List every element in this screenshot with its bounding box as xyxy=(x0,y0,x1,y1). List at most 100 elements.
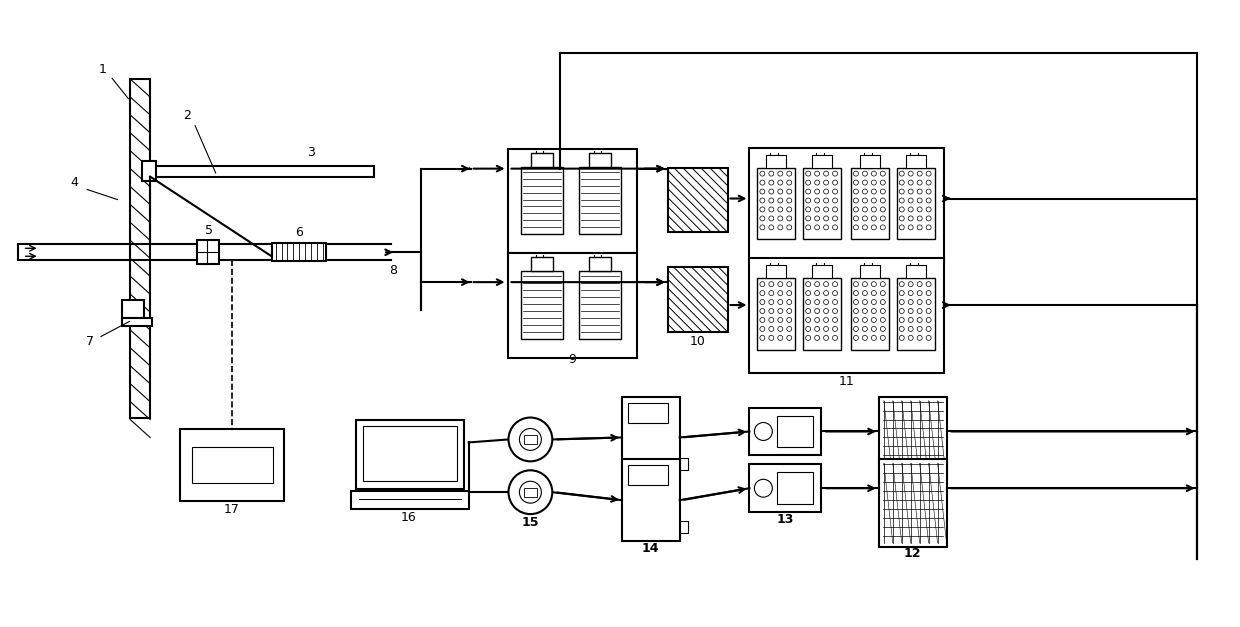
Bar xyxy=(804,278,841,350)
Circle shape xyxy=(880,327,885,332)
Bar xyxy=(859,155,880,167)
Bar xyxy=(130,79,150,418)
Circle shape xyxy=(832,189,837,194)
Circle shape xyxy=(908,198,913,203)
Circle shape xyxy=(815,282,820,287)
Text: 17: 17 xyxy=(223,503,239,515)
Circle shape xyxy=(760,225,765,230)
Circle shape xyxy=(786,308,791,314)
Circle shape xyxy=(754,423,773,440)
Circle shape xyxy=(760,327,765,332)
Circle shape xyxy=(832,198,837,203)
Circle shape xyxy=(777,189,782,194)
Circle shape xyxy=(786,207,791,212)
Circle shape xyxy=(760,189,765,194)
Circle shape xyxy=(815,216,820,221)
Circle shape xyxy=(899,189,904,194)
Circle shape xyxy=(823,300,828,305)
Circle shape xyxy=(853,225,858,230)
Bar xyxy=(123,318,153,326)
Bar xyxy=(777,472,813,504)
Circle shape xyxy=(908,207,913,212)
Text: 1: 1 xyxy=(98,63,107,76)
Circle shape xyxy=(926,282,931,287)
Circle shape xyxy=(815,171,820,176)
Circle shape xyxy=(880,180,885,185)
Circle shape xyxy=(823,216,828,221)
Circle shape xyxy=(786,225,791,230)
Circle shape xyxy=(832,180,837,185)
Circle shape xyxy=(806,317,811,322)
Circle shape xyxy=(926,335,931,340)
Text: 6: 6 xyxy=(295,226,304,239)
Circle shape xyxy=(908,282,913,287)
Bar xyxy=(758,278,795,350)
Circle shape xyxy=(880,225,885,230)
Circle shape xyxy=(899,198,904,203)
Circle shape xyxy=(769,282,774,287)
Circle shape xyxy=(777,216,782,221)
Circle shape xyxy=(769,308,774,314)
Bar xyxy=(523,488,537,497)
Bar xyxy=(804,167,841,240)
Circle shape xyxy=(908,216,913,221)
Bar xyxy=(859,265,880,278)
Circle shape xyxy=(769,180,774,185)
Circle shape xyxy=(880,308,885,314)
Circle shape xyxy=(863,216,868,221)
Bar xyxy=(192,448,273,483)
Circle shape xyxy=(823,327,828,332)
Bar xyxy=(622,460,680,541)
Circle shape xyxy=(832,171,837,176)
Bar xyxy=(150,166,374,177)
Circle shape xyxy=(806,335,811,340)
Circle shape xyxy=(777,198,782,203)
Circle shape xyxy=(786,198,791,203)
Bar xyxy=(532,257,553,271)
Circle shape xyxy=(872,225,877,230)
Circle shape xyxy=(899,207,904,212)
Circle shape xyxy=(806,290,811,295)
Bar xyxy=(766,265,786,278)
Circle shape xyxy=(908,189,913,194)
Bar xyxy=(879,397,946,484)
Circle shape xyxy=(899,300,904,305)
Circle shape xyxy=(908,327,913,332)
Circle shape xyxy=(863,207,868,212)
Circle shape xyxy=(777,335,782,340)
Circle shape xyxy=(899,308,904,314)
Circle shape xyxy=(918,335,923,340)
Circle shape xyxy=(769,317,774,322)
Circle shape xyxy=(908,335,913,340)
Circle shape xyxy=(853,282,858,287)
Circle shape xyxy=(918,198,923,203)
Circle shape xyxy=(832,308,837,314)
Circle shape xyxy=(786,216,791,221)
Bar xyxy=(579,167,621,234)
Circle shape xyxy=(760,300,765,305)
Circle shape xyxy=(823,225,828,230)
Circle shape xyxy=(823,290,828,295)
Bar xyxy=(680,458,688,470)
Circle shape xyxy=(853,327,858,332)
Circle shape xyxy=(769,216,774,221)
Circle shape xyxy=(853,189,858,194)
Bar xyxy=(507,149,637,253)
Circle shape xyxy=(926,180,931,185)
Circle shape xyxy=(863,180,868,185)
Circle shape xyxy=(918,300,923,305)
Circle shape xyxy=(832,282,837,287)
Circle shape xyxy=(872,171,877,176)
Circle shape xyxy=(815,327,820,332)
Circle shape xyxy=(760,207,765,212)
Circle shape xyxy=(815,207,820,212)
Circle shape xyxy=(863,317,868,322)
Circle shape xyxy=(832,225,837,230)
Circle shape xyxy=(926,171,931,176)
Circle shape xyxy=(872,282,877,287)
Circle shape xyxy=(872,335,877,340)
Circle shape xyxy=(806,171,811,176)
Circle shape xyxy=(815,335,820,340)
Circle shape xyxy=(863,308,868,314)
Circle shape xyxy=(823,189,828,194)
